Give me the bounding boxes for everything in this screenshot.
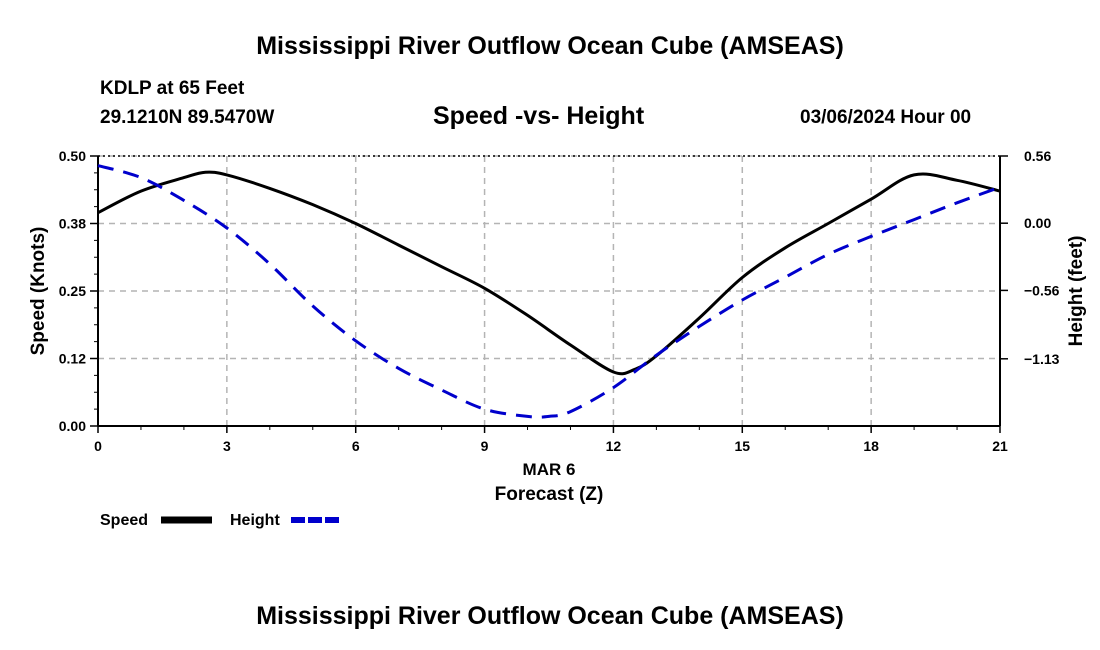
x-tick-label: 3 <box>223 438 231 454</box>
y-tick-label: 0.00 <box>59 418 86 434</box>
footer-title: Mississippi River Outflow Ocean Cube (AM… <box>256 602 844 630</box>
y2-tick-label: −0.56 <box>1024 282 1060 298</box>
chart-subtitle: Speed -vs- Height <box>433 102 645 130</box>
y-tick-label: 0.25 <box>59 283 86 299</box>
x-tick-label: 6 <box>352 438 360 454</box>
x-axis-date-label: MAR 6 <box>523 460 576 479</box>
x-tick-label: 21 <box>992 438 1008 454</box>
legend-speed-label: Speed <box>100 512 148 529</box>
height-series-line <box>97 164 1001 419</box>
x-tick-label: 15 <box>734 438 750 454</box>
y-tick-label: 0.12 <box>59 351 86 367</box>
y2-tick-label: −1.13 <box>1024 351 1060 367</box>
coordinates-label: 29.1210N 89.5470W <box>100 107 275 128</box>
x-tick-label: 18 <box>863 438 879 454</box>
y-tick-label: 0.50 <box>59 148 86 164</box>
y2-axis-title: Height (feet) <box>1066 236 1087 347</box>
x-tick-label: 9 <box>481 438 489 454</box>
speed-series-line <box>97 170 1001 376</box>
y-axis-title: Speed (Knots) <box>28 227 49 356</box>
y-tick-label: 0.38 <box>59 216 86 232</box>
y2-tick-label: 0.00 <box>1024 215 1051 231</box>
y2-tick-label: 0.56 <box>1024 148 1051 164</box>
page-title: Mississippi River Outflow Ocean Cube (AM… <box>256 32 844 60</box>
datetime-label: 03/06/2024 Hour 00 <box>800 107 972 128</box>
legend-height-label: Height <box>230 512 280 529</box>
x-tick-label: 12 <box>606 438 622 454</box>
x-axis-title: Forecast (Z) <box>495 484 604 505</box>
station-label: KDLP at 65 Feet <box>100 78 245 99</box>
x-tick-label: 0 <box>94 438 102 454</box>
